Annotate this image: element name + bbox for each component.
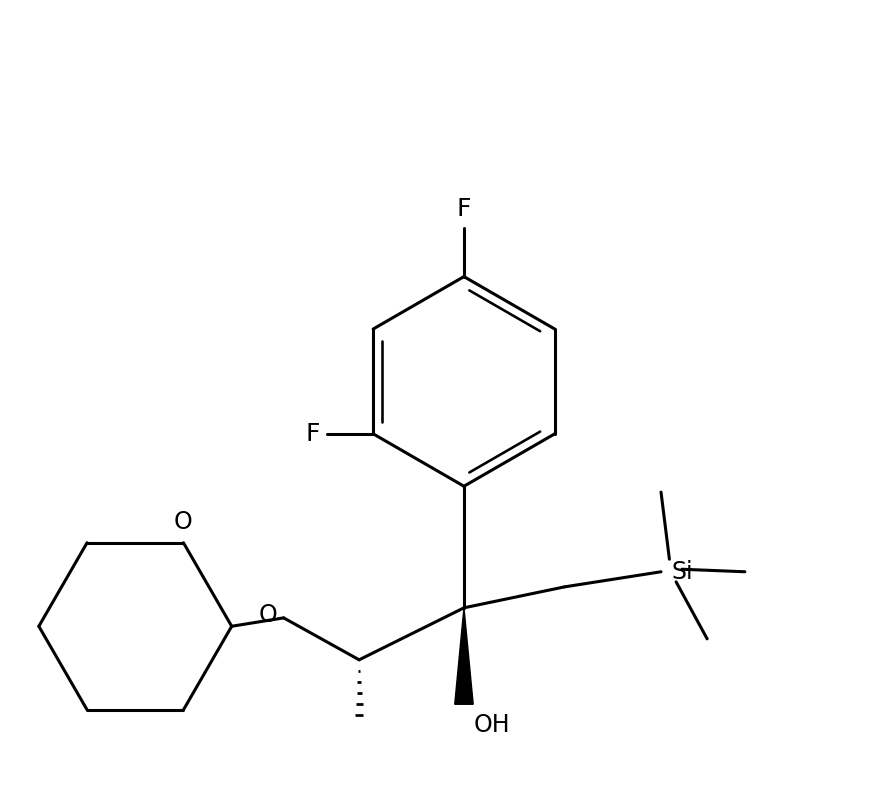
Text: Si: Si (671, 559, 693, 584)
Text: OH: OH (474, 712, 510, 737)
Text: F: F (306, 422, 321, 446)
Text: F: F (456, 197, 471, 221)
Polygon shape (455, 608, 473, 704)
Text: O: O (258, 603, 277, 626)
Text: O: O (175, 511, 193, 534)
